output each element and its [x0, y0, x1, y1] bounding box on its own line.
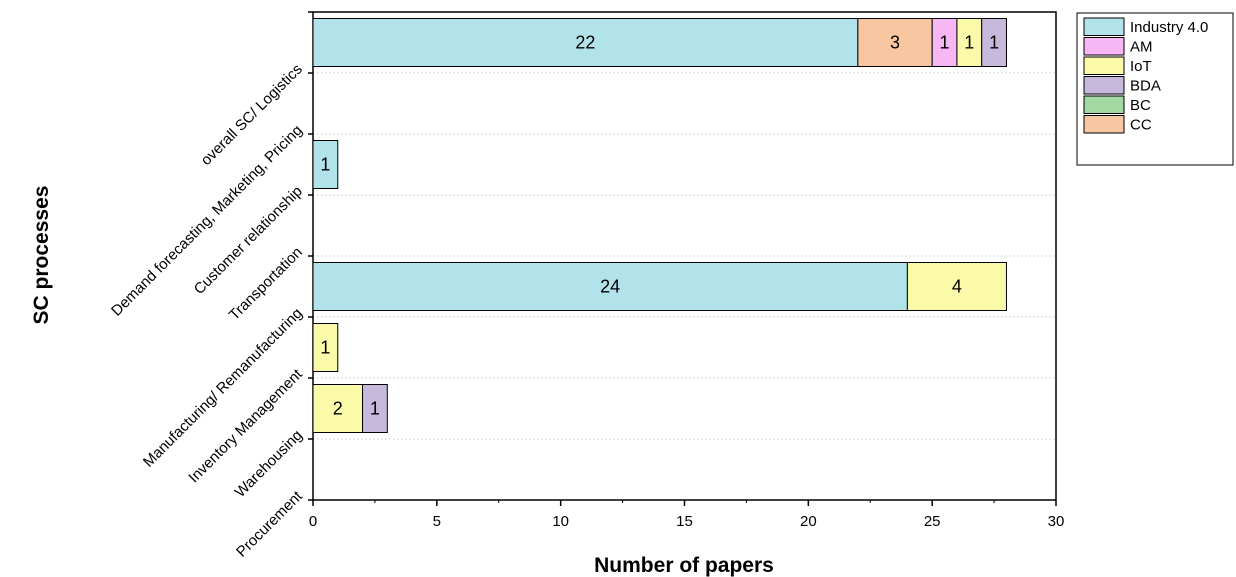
x-tick-label: 15 — [676, 513, 693, 530]
gridlines — [313, 72, 1056, 440]
legend-swatch — [1083, 95, 1125, 114]
x-tick-label: 10 — [552, 513, 569, 530]
bar-segment — [931, 18, 958, 67]
x-tick-label: 20 — [800, 513, 817, 530]
bar-segment — [312, 18, 859, 67]
bar-segment — [981, 18, 1007, 67]
x-tick-label: 30 — [1048, 513, 1065, 530]
legend: Industry 4.0 AM IoT BDA BC CC — [1076, 12, 1234, 166]
bar-value-label: 3 — [890, 33, 900, 53]
y-category-label: Customer relationship — [191, 183, 306, 298]
bar-segment — [312, 262, 908, 311]
bar-value-label: 22 — [575, 33, 595, 53]
bar-value-label: 4 — [952, 277, 962, 297]
bar-segment — [312, 384, 364, 433]
bar-value-label: 1 — [320, 338, 330, 358]
legend-swatch — [1083, 17, 1125, 36]
bar-value-label: 1 — [989, 33, 999, 53]
legend-label: BDA — [1130, 78, 1161, 95]
plot-frame — [312, 11, 1057, 501]
y-category-label: Inventory Management — [185, 365, 306, 486]
x-axis: 0 5 10 15 20 25 30 — [309, 500, 1065, 530]
bar-value-label: 1 — [964, 33, 974, 53]
legend-swatch — [1083, 76, 1125, 95]
bar-segment — [312, 140, 339, 189]
bar-segment — [312, 323, 339, 372]
bar-segment — [362, 384, 388, 433]
legend-swatch — [1083, 37, 1125, 56]
legend-swatch — [1083, 115, 1125, 134]
bar-segment — [857, 18, 933, 67]
y-axis-title: SC processes — [30, 186, 53, 325]
bar-value-label: 24 — [600, 277, 620, 297]
y-category-label: overall SC/ Logistics — [198, 61, 306, 169]
legend-label: Industry 4.0 — [1130, 19, 1208, 36]
legend-swatch — [1083, 56, 1125, 75]
bar-value-label: 2 — [333, 399, 343, 419]
x-axis-title: Number of papers — [594, 554, 774, 577]
legend-label: BC — [1130, 97, 1151, 114]
x-tick-label: 0 — [309, 513, 317, 530]
bar-value-label: 1 — [370, 399, 380, 419]
legend-label: IoT — [1130, 58, 1152, 75]
bar-value-label: 1 — [320, 155, 330, 175]
x-tick-label: 5 — [433, 513, 441, 530]
legend-label: CC — [1130, 117, 1152, 134]
bar-segment — [906, 262, 1007, 311]
x-tick-label: 25 — [924, 513, 941, 530]
bar-value-label: 1 — [940, 33, 950, 53]
legend-label: AM — [1130, 39, 1153, 56]
